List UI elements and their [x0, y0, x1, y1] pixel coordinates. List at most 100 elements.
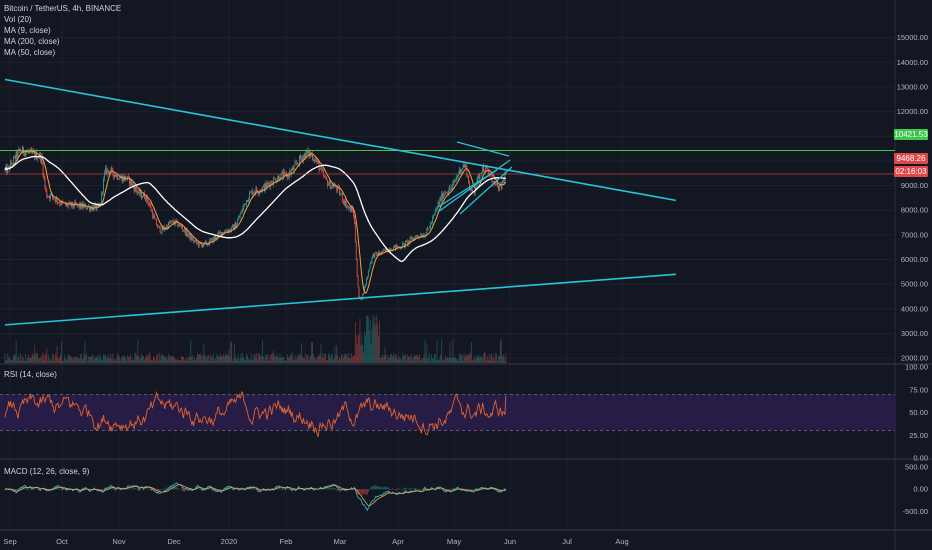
candle-body: [176, 220, 178, 222]
candle-body: [111, 168, 113, 170]
candle-body: [193, 238, 195, 242]
volume-bar: [173, 357, 175, 363]
volume-bar: [306, 355, 308, 363]
volume-bar: [353, 355, 355, 363]
volume-bar: [402, 353, 404, 363]
candle-body: [406, 241, 407, 242]
volume-bar: [107, 353, 109, 363]
rsi-pane-label[interactable]: RSI (14, close): [4, 370, 57, 379]
ma9-indicator-label[interactable]: MA (9, close): [4, 26, 51, 35]
volume-bar: [230, 342, 232, 363]
candle-body: [380, 251, 382, 255]
macd-histogram-bar: [29, 488, 31, 490]
macd-histogram-bar: [186, 489, 188, 491]
volume-bar: [485, 353, 486, 363]
rsi-band: [0, 394, 895, 431]
ma50-line[interactable]: [4, 155, 506, 263]
candle-body: [78, 204, 80, 208]
time-axis-tick: Apr: [392, 537, 404, 546]
volume-bar: [392, 356, 393, 363]
volume-bar: [41, 354, 43, 363]
macd-histogram-bar: [331, 487, 333, 490]
candle-body: [47, 196, 49, 198]
macd-histogram-bar: [491, 488, 493, 490]
volume-bar: [436, 340, 438, 363]
macd-signal-line[interactable]: [4, 484, 506, 506]
volume-indicator-label[interactable]: Vol (20): [4, 15, 32, 24]
symbol-title[interactable]: Bitcoin / TetherUS, 4h, BINANCE: [4, 4, 122, 13]
macd-histogram-bar: [219, 489, 221, 491]
volume-bar: [221, 356, 222, 363]
macd-histogram-bar: [363, 489, 365, 495]
volume-bar: [125, 357, 127, 363]
candle-body: [400, 248, 402, 249]
volume-bar: [298, 356, 300, 363]
volume-bar: [17, 357, 19, 363]
macd-histogram-bar: [376, 486, 378, 490]
candle-body: [492, 182, 494, 185]
volume-bar: [201, 359, 203, 363]
volume-bar: [367, 316, 369, 363]
volume-bar: [99, 354, 101, 363]
candle-body: [213, 237, 215, 240]
wedge-trendline[interactable]: [459, 166, 513, 215]
volume-bar: [67, 353, 69, 363]
volume-bar: [307, 354, 309, 363]
volume-bar: [77, 357, 78, 363]
macd-histogram-bar: [419, 489, 421, 490]
volume-bar: [89, 356, 90, 363]
ma50-indicator-label[interactable]: MA (50, close): [4, 48, 56, 57]
volume-bar: [489, 360, 491, 363]
candle-body: [276, 179, 278, 182]
candle-body: [442, 192, 444, 199]
candle-body: [387, 251, 389, 253]
volume-bar: [167, 359, 169, 363]
volume-bar: [478, 358, 480, 363]
macd-histogram-bar: [21, 486, 23, 490]
volume-bar: [30, 357, 32, 363]
wedge-trendline[interactable]: [437, 159, 511, 213]
macd-pane-label[interactable]: MACD (12, 26, close, 9): [4, 467, 90, 476]
macd-histogram-bar: [107, 487, 109, 490]
descending-trendline[interactable]: [4, 78, 677, 202]
candle-body: [368, 268, 370, 271]
macd-histogram-bar: [418, 488, 419, 490]
macd-histogram-bar: [338, 489, 339, 491]
macd-histogram-bar: [485, 488, 486, 490]
candle-body: [474, 190, 476, 193]
candle-body: [482, 166, 484, 173]
macd-histogram-bar: [393, 489, 394, 490]
macd-histogram-bar: [15, 489, 17, 492]
volume-bar: [323, 358, 325, 363]
volume-bar: [423, 354, 425, 363]
macd-histogram-bar: [119, 489, 121, 490]
volume-bar: [164, 357, 166, 363]
macd-histogram-bar: [327, 488, 328, 490]
candle-body: [132, 183, 134, 187]
volume-bar: [45, 353, 47, 363]
volume-bar: [143, 355, 144, 363]
ma200-indicator-label[interactable]: MA (200, close): [4, 37, 60, 46]
macd-histogram-bar: [139, 489, 141, 492]
wedge-trendline[interactable]: [456, 141, 510, 157]
volume-bar: [81, 358, 83, 363]
candle-body: [146, 195, 148, 201]
candle-body: [416, 235, 418, 237]
candle-body: [308, 149, 310, 156]
volume-bar: [445, 358, 447, 363]
macd-histogram-bar: [166, 487, 168, 490]
rsi-line[interactable]: [4, 390, 507, 438]
volume-bar: [50, 358, 51, 363]
macd-histogram-bar: [56, 487, 58, 490]
volume-bar: [253, 354, 255, 363]
volume-bar: [297, 354, 299, 363]
macd-histogram-bar: [229, 488, 231, 490]
candle-body: [374, 252, 376, 258]
macd-histogram-bar: [154, 489, 156, 492]
ascending-trendline[interactable]: [4, 273, 676, 326]
candle-body: [17, 150, 19, 157]
ma9-line[interactable]: [4, 150, 507, 294]
